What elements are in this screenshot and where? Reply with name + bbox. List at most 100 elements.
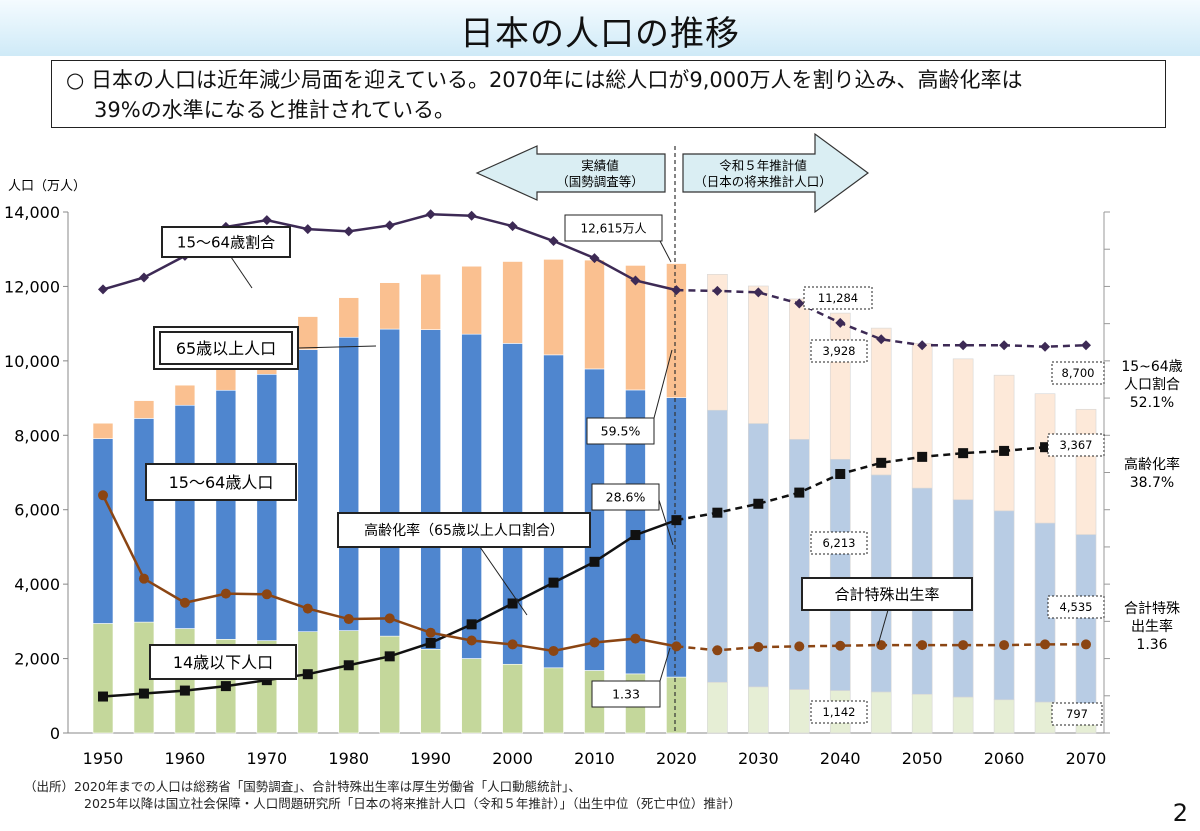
right-fertility-label-line-3: 1.36	[1136, 637, 1167, 653]
bar-elderly	[297, 316, 319, 350]
under15-2070-label: 797	[1066, 707, 1088, 721]
bar-elderly	[993, 374, 1015, 512]
summary-line-2: 39%の水準になると推計されている。	[94, 98, 456, 122]
working-ratio-point	[589, 253, 600, 264]
source-note: （出所）2020年までの人口は総務省「国勢調査」、合計特殊出生率は厚生労働省「人…	[24, 778, 741, 812]
under15-2040-box	[810, 700, 868, 724]
bar-elderly	[625, 265, 646, 391]
ratio-2020-label: 59.5%	[601, 424, 641, 439]
bar-working-age	[461, 333, 482, 659]
fertility-rate-point	[220, 588, 231, 599]
actual-arrow-label-2: （国勢調査等）	[556, 174, 644, 189]
bar-under15	[666, 676, 687, 734]
bar-elderly	[788, 298, 810, 440]
working-ratio-point	[507, 221, 518, 232]
summary-box: ○ 日本の人口は近年減少局面を迎えている。2070年には総人口が9,000万人を…	[51, 60, 1166, 128]
right-fertility-label-line-2: 出生率	[1131, 618, 1173, 635]
bar-working-age	[338, 336, 360, 631]
aging-rate-point	[384, 651, 395, 662]
bar-working-age	[297, 349, 319, 633]
bar-working-age	[420, 329, 441, 650]
bar-under15	[911, 693, 933, 734]
working-ratio-point	[1040, 341, 1051, 352]
bar-under15	[707, 681, 728, 734]
x-tick-label: 2030	[738, 749, 779, 768]
page-number: 2	[1172, 799, 1188, 827]
y-tick-label: 12,000	[4, 277, 60, 296]
bar-elderly	[584, 259, 605, 370]
fertility-rate-point	[548, 645, 559, 656]
aging-rate-point	[753, 498, 764, 509]
aging-rate-point	[138, 688, 149, 699]
bar-working-age	[133, 418, 155, 623]
bar-elderly	[133, 400, 155, 419]
working-2070-label: 4,535	[1060, 600, 1093, 614]
bar-elderly	[543, 259, 564, 356]
working-2040-label: 6,213	[823, 536, 856, 550]
working-ratio-point	[302, 224, 313, 235]
x-tick-label: 2000	[492, 749, 533, 768]
working-2040-box	[810, 531, 868, 555]
x-tick-label: 2050	[902, 749, 943, 768]
working-ratio-point	[917, 340, 928, 351]
total-2020-box	[564, 214, 663, 242]
fertility-rate-point	[589, 637, 600, 648]
aging-2020-box	[591, 483, 660, 511]
bar-under15	[297, 631, 319, 734]
aging-rate-point	[999, 445, 1010, 456]
bar-under15	[338, 630, 360, 734]
bar-working-age	[543, 354, 564, 669]
aging-rate-point	[466, 619, 477, 630]
aging-rate-point	[425, 637, 436, 648]
fertility-rate-point	[179, 597, 190, 608]
aging-rate-point	[630, 530, 641, 541]
fertility-rate-point	[712, 645, 723, 656]
fertility-rate-point	[507, 639, 518, 650]
bar-elderly	[952, 358, 974, 501]
fertility-rate-point	[138, 573, 149, 584]
bar-under15	[461, 658, 482, 734]
under15-2040-label: 1,142	[823, 705, 856, 719]
bar-working-age	[379, 328, 401, 637]
aging-rate-point	[302, 669, 313, 680]
aging-box	[337, 512, 591, 548]
projected-arrow-label-2: （日本の将来推計人口）	[694, 174, 832, 189]
x-tick-label: 2020	[656, 749, 697, 768]
aging-rate-point	[958, 448, 969, 459]
fertility-rate-point	[999, 640, 1010, 651]
aging-rate-point	[179, 685, 190, 696]
projected-values-arrow	[682, 132, 870, 214]
bar-elderly	[338, 297, 360, 338]
aging-rate-point	[794, 487, 805, 498]
fertility-rate-point	[630, 633, 641, 644]
total-2070-box	[1051, 361, 1105, 385]
working-ratio-point	[999, 340, 1010, 351]
working-ratio-box	[161, 226, 291, 258]
bar-working-age	[256, 373, 278, 641]
bar-elderly	[420, 273, 441, 330]
page-title: 日本の人口の推移	[460, 14, 740, 54]
right-ratio-label-line-3: 52.1%	[1130, 395, 1174, 411]
fertility-rate-point	[1040, 639, 1051, 650]
fertility-box	[801, 577, 973, 611]
aging-rate-point	[671, 515, 682, 526]
working-ratio-label: 15〜64歳割合	[177, 233, 275, 251]
tfr-2020-leader	[659, 647, 671, 682]
x-tick-label: 1970	[246, 749, 287, 768]
total-2020-leader	[659, 240, 672, 263]
source-line-2: 2025年以降は国立社会保障・人口問題研究所「日本の将来推計人口（令和５年推計）…	[84, 796, 741, 811]
bar-working-age	[215, 389, 237, 640]
bar-working-age	[1075, 534, 1097, 704]
y-tick-label: 8,000	[14, 426, 60, 445]
aging-rate-point	[589, 556, 600, 567]
fertility-rate-point	[876, 640, 887, 651]
elderly-2040-label: 3,928	[823, 344, 856, 358]
total-2040-label: 11,284	[818, 291, 858, 305]
working-ratio-point	[712, 285, 723, 296]
working-ratio-point	[384, 220, 395, 231]
y-tick-label: 4,000	[14, 575, 60, 594]
fertility-rate-point	[261, 589, 272, 600]
x-tick-label: 1990	[410, 749, 451, 768]
aging-rate-point	[261, 675, 272, 686]
